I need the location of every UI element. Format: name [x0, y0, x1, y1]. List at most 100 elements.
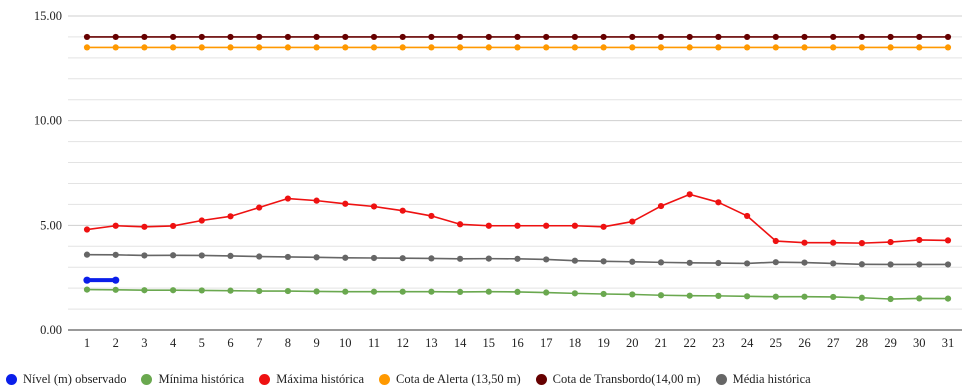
data-point	[342, 288, 349, 295]
data-point	[744, 260, 751, 267]
series-line	[86, 193, 949, 244]
data-point	[657, 292, 665, 299]
data-point	[916, 236, 923, 244]
data-point	[744, 212, 751, 220]
series-layer	[83, 33, 952, 303]
data-point	[256, 287, 263, 295]
data-point	[543, 222, 550, 229]
data-point	[83, 226, 91, 233]
y-tick-label: 15.00	[34, 9, 62, 23]
data-point	[370, 288, 378, 295]
data-point	[313, 288, 320, 295]
data-point	[112, 44, 119, 51]
data-point	[112, 286, 119, 293]
data-point	[801, 293, 808, 300]
legend-item: Média histórica	[715, 372, 811, 387]
data-point	[428, 33, 435, 41]
data-point	[772, 259, 779, 266]
x-tick-label: 8	[285, 336, 291, 350]
data-point	[284, 287, 291, 295]
x-tick-label: 31	[942, 336, 955, 350]
data-point	[514, 288, 521, 296]
data-point	[657, 259, 665, 266]
data-point	[830, 239, 837, 246]
data-point	[284, 44, 291, 51]
data-point	[256, 33, 263, 41]
data-point	[141, 44, 148, 51]
data-point	[887, 295, 894, 303]
data-point	[686, 292, 693, 299]
x-tick-label: 20	[626, 336, 639, 350]
data-point	[744, 44, 751, 51]
data-point	[571, 257, 579, 264]
data-point	[514, 255, 521, 262]
data-point	[686, 33, 693, 41]
data-point	[370, 44, 378, 51]
data-point	[715, 259, 722, 267]
data-point	[83, 286, 91, 293]
grid-lines	[68, 15, 962, 331]
x-tick-label: 3	[141, 336, 147, 350]
x-tick-label: 9	[313, 336, 319, 350]
data-point	[198, 217, 205, 224]
data-point	[342, 44, 349, 51]
data-point	[170, 222, 177, 230]
data-point	[571, 222, 579, 229]
series-6	[83, 251, 952, 268]
data-point	[858, 33, 866, 41]
legend-label: Nível (m) observado	[23, 371, 127, 386]
data-point	[284, 195, 291, 202]
data-point	[715, 292, 722, 299]
data-point	[772, 33, 779, 41]
data-point	[83, 33, 91, 41]
data-point	[543, 33, 550, 41]
data-point	[916, 261, 923, 268]
data-point	[428, 288, 435, 295]
data-point	[256, 44, 263, 51]
data-point	[141, 33, 148, 41]
data-point	[571, 290, 579, 297]
data-point	[399, 44, 406, 51]
data-point	[83, 251, 91, 258]
data-point	[916, 295, 923, 302]
data-point	[772, 44, 779, 51]
data-point	[457, 288, 464, 296]
legend-item: Cota de Alerta (13,50 m)	[379, 372, 521, 387]
series-3	[83, 191, 952, 247]
x-tick-label: 12	[396, 336, 409, 350]
legend-item: Mínima histórica	[141, 372, 244, 387]
data-point	[227, 213, 234, 220]
x-tick-label: 18	[569, 336, 582, 350]
data-point	[112, 33, 119, 41]
data-point	[629, 33, 636, 41]
y-tick-label: 5.00	[40, 218, 62, 232]
x-tick-label: 30	[913, 336, 926, 350]
data-point	[256, 204, 263, 211]
data-point	[227, 287, 234, 294]
data-point	[801, 44, 808, 51]
data-point	[858, 261, 866, 268]
x-tick-label: 22	[683, 336, 696, 350]
data-point	[744, 33, 751, 41]
data-point	[629, 44, 636, 51]
data-point	[485, 44, 492, 51]
data-point	[284, 33, 291, 41]
x-tick-label: 2	[113, 336, 119, 350]
data-point	[457, 33, 464, 41]
data-point	[227, 33, 234, 41]
data-point	[600, 223, 607, 230]
data-point	[141, 223, 148, 230]
data-point	[830, 44, 837, 51]
x-tick-label: 19	[597, 336, 610, 350]
data-point	[715, 44, 722, 51]
legend-item: Nível (m) observado	[6, 372, 126, 387]
data-point	[227, 44, 234, 51]
series-4	[83, 44, 952, 51]
y-axis-ticks: 0.00 5.00 10.00 15.00	[34, 9, 62, 337]
x-tick-label: 26	[798, 336, 811, 350]
data-point	[342, 33, 349, 41]
legend-label: Cota de Transbordo(14,00 m)	[552, 371, 701, 386]
series-1	[83, 276, 120, 284]
data-point	[916, 44, 923, 51]
y-tick-label: 0.00	[40, 323, 62, 337]
